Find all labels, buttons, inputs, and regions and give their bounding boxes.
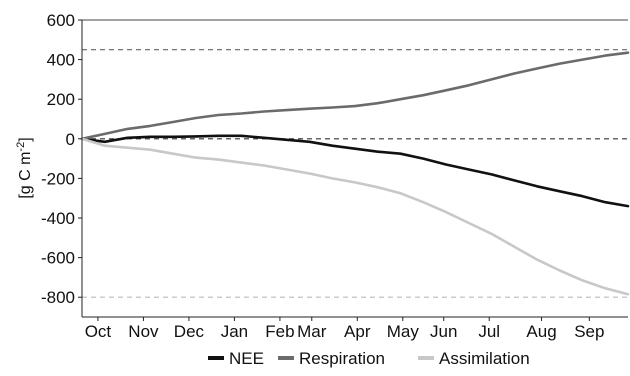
y-axis-title: [g C m-2] [15, 137, 34, 198]
y-tick-label: 200 [47, 90, 75, 109]
x-tick-label: Mar [297, 322, 327, 341]
x-tick-label: Feb [265, 322, 294, 341]
y-tick-label: 0 [66, 130, 75, 149]
legend-label-respiration: Respiration [299, 349, 385, 368]
y-tick-label: 400 [47, 51, 75, 70]
y-tick-label: -600 [41, 249, 75, 268]
legend-label-assimilation: Assimilation [439, 349, 530, 368]
y-tick-label: -400 [41, 209, 75, 228]
legend: NEE Respiration Assimilation [208, 349, 530, 368]
y-axis-title-main: [g C m [17, 152, 34, 199]
reference-lines [82, 49, 628, 298]
series-line-nee [80, 134, 630, 208]
x-tick-label: May [387, 322, 420, 341]
x-tick-label: Oct [85, 322, 112, 341]
x-tick-label: Jun [430, 322, 457, 341]
series-line-respiration [80, 51, 630, 141]
y-axis-title-close: ] [17, 137, 34, 141]
x-tick-label: Jul [478, 322, 500, 341]
plot-area [82, 20, 628, 317]
y-axis-ticks: 600 400 200 0 -200 -400 -600 -800 [41, 11, 82, 307]
legend-label-nee: NEE [229, 349, 264, 368]
x-tick-label: Nov [128, 322, 159, 341]
series-lines [80, 51, 630, 296]
series-line-assimilation [80, 137, 630, 296]
y-tick-label: -200 [41, 169, 75, 188]
y-tick-label: -800 [41, 288, 75, 307]
y-axis-title-superscript: -2 [15, 142, 27, 152]
y-tick-label: 600 [47, 11, 75, 30]
x-tick-label: Sep [574, 322, 604, 341]
x-tick-label: Aug [526, 322, 556, 341]
x-tick-label: Jan [221, 322, 248, 341]
x-tick-label: Apr [344, 322, 371, 341]
x-axis-ticks: Oct Nov Dec Jan Feb Mar Apr May Jun Jul Aug Sep [85, 317, 604, 341]
x-tick-label: Dec [174, 322, 205, 341]
